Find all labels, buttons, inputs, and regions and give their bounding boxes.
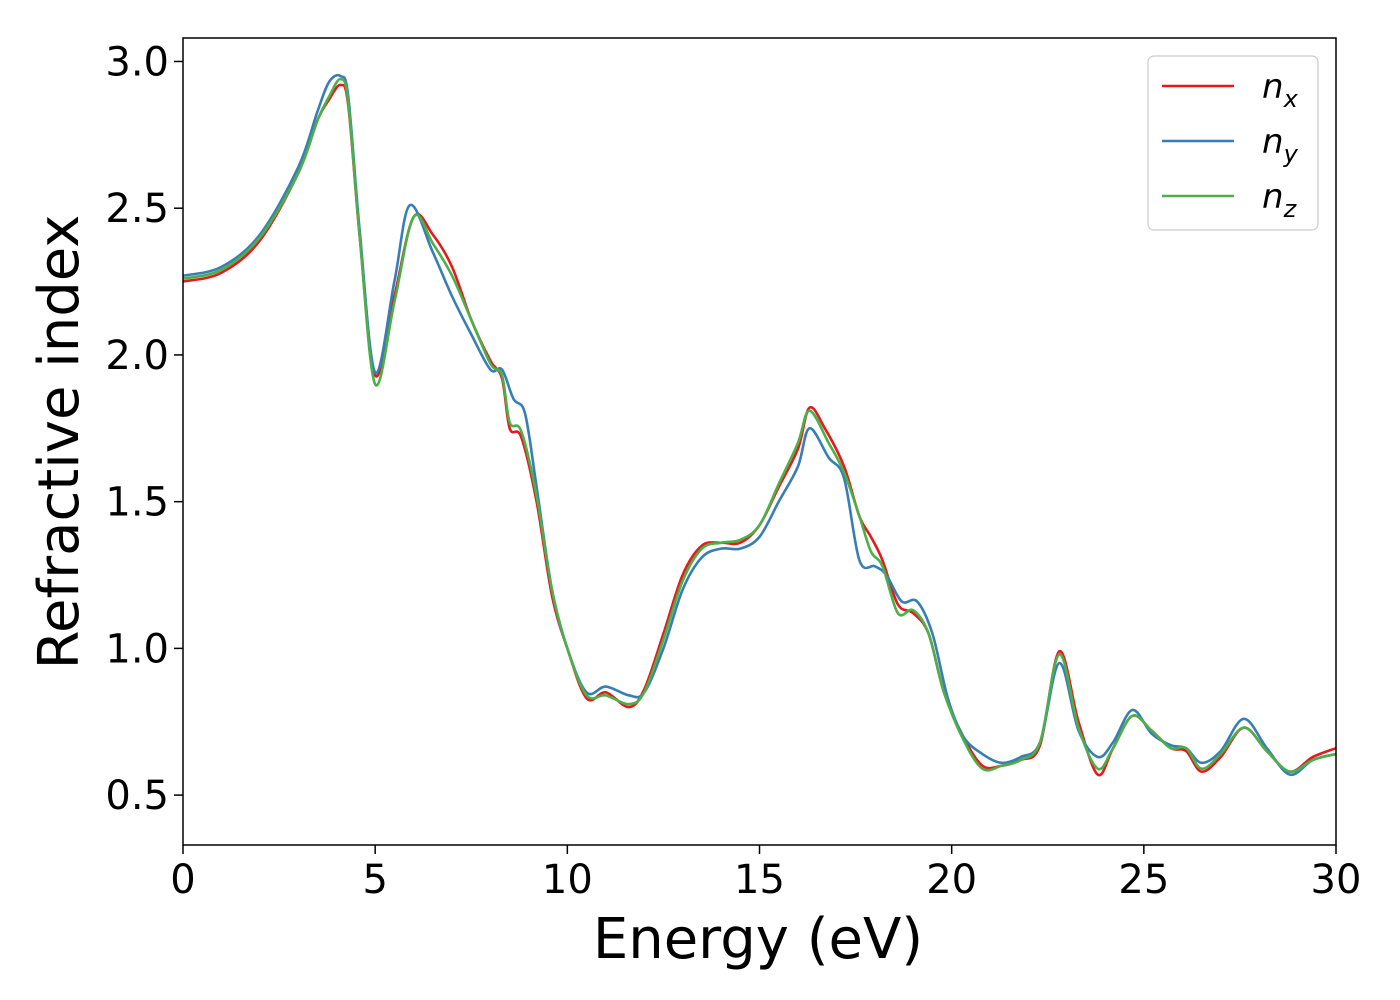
x-tick-label: 25: [1118, 857, 1169, 903]
y-axis-label: Refractive index: [27, 215, 92, 670]
y-tick-label: 2.0: [105, 333, 169, 379]
x-axis-label: Energy (eV): [593, 907, 923, 972]
y-axis: 0.5 1.0 1.5 2.0 2.5 3.0: [105, 39, 183, 819]
plot-area: [182, 37, 1337, 846]
series-line-nz: [183, 77, 1336, 773]
y-tick-label: 2.5: [105, 186, 169, 232]
x-tick-label: 20: [926, 857, 977, 903]
x-tick-label: 30: [1311, 857, 1362, 903]
x-tick-label: 10: [542, 857, 593, 903]
y-tick-label: 1.5: [105, 480, 169, 526]
legend-box: [1147, 55, 1319, 231]
x-tick-label: 15: [734, 857, 785, 903]
x-axis: 0 5 10 15 20 25 30: [170, 845, 1361, 903]
y-tick-label: 0.5: [105, 773, 169, 819]
series-layer: [183, 73, 1336, 777]
x-tick-label: 5: [362, 857, 387, 903]
x-tick-label: 0: [170, 857, 195, 903]
y-tick-label: 3.0: [105, 39, 169, 85]
series-line-ny: [183, 73, 1336, 776]
y-tick-label: 1.0: [105, 626, 169, 672]
